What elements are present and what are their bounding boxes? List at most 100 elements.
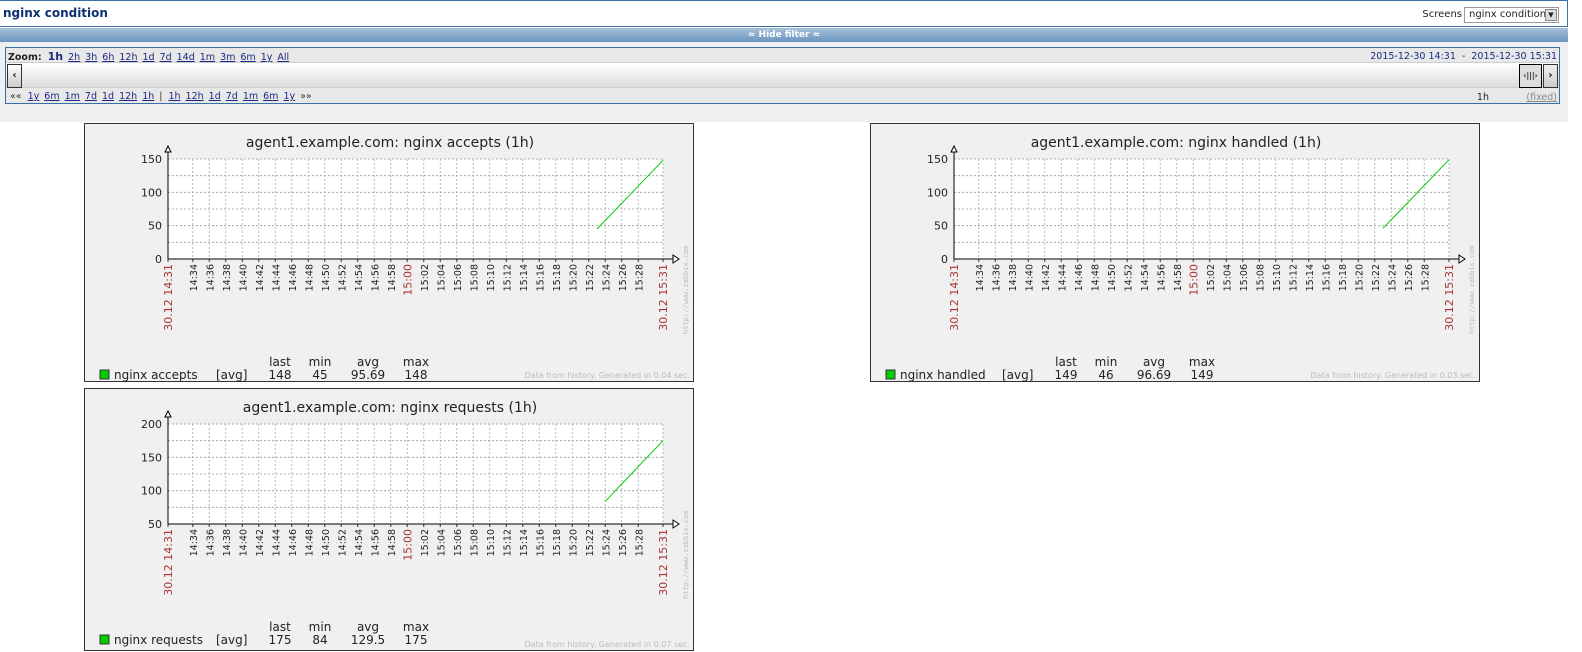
screens-label: Screens: [1422, 9, 1462, 20]
x-tick-label: 14:48: [304, 264, 315, 291]
forward-7d[interactable]: 7d: [225, 91, 238, 102]
legend-value: 95.69: [351, 368, 385, 382]
zoom-6m[interactable]: 6m: [240, 52, 256, 63]
x-tick-label: 30.12 15:31: [1443, 264, 1456, 331]
forward-last[interactable]: »»: [300, 91, 312, 102]
scroll-left-button[interactable]: ‹: [7, 64, 22, 88]
x-tick-label: 14:56: [1156, 264, 1167, 291]
date-to: 2015-12-30 15:31: [1471, 51, 1557, 62]
zoom-7d[interactable]: 7d: [159, 52, 172, 63]
back-12h[interactable]: 12h: [119, 91, 138, 102]
x-tick-label: 14:58: [1173, 264, 1184, 291]
forward-1m[interactable]: 1m: [242, 91, 259, 102]
forward-1d[interactable]: 1d: [208, 91, 221, 102]
hide-filter-button[interactable]: ≈ Hide filter ≈: [0, 28, 1568, 42]
x-axis-arrow-icon: [672, 519, 680, 529]
x-tick-label: 14:54: [354, 529, 365, 556]
forward-12h[interactable]: 12h: [185, 91, 204, 102]
legend-header: last: [1055, 355, 1077, 369]
legend-header: avg: [357, 620, 379, 634]
x-tick-label: 15:00: [401, 264, 414, 296]
y-tick-label: 100: [141, 186, 162, 199]
x-tick-label: 15:28: [634, 264, 645, 291]
graph-nginx-accepts: agent1.example.com: nginx accepts (1h) 0 5…: [84, 123, 694, 382]
y-axis-arrow-icon: [164, 144, 172, 153]
x-tick-label: 14:38: [222, 529, 233, 556]
zoom-2h[interactable]: 2h: [68, 52, 81, 63]
legend-header: max: [403, 620, 429, 634]
x-tick-label: 14:36: [205, 264, 216, 291]
x-tick-label: 30.12 14:31: [162, 529, 175, 596]
legend-header: min: [1095, 355, 1118, 369]
zoom-3m[interactable]: 3m: [220, 52, 236, 63]
x-tick-label: 15:08: [1255, 264, 1266, 291]
timeline-slider-handle[interactable]: ‹|||›: [1519, 64, 1542, 88]
y-axis-arrow-icon: [950, 144, 958, 153]
x-tick-label: 15:22: [1371, 264, 1382, 291]
x-tick-label: 14:36: [205, 529, 216, 556]
chart-svg: agent1.example.com: nginx accepts (1h) 0 5…: [99, 135, 690, 382]
back-7d[interactable]: 7d: [84, 91, 97, 102]
y-tick-label: 50: [934, 220, 948, 233]
zoom-12h[interactable]: 12h: [119, 52, 138, 63]
forward-6m[interactable]: 6m: [263, 91, 279, 102]
x-tick-label: 15:28: [634, 529, 645, 556]
page-header: nginx condition Screens nginx condition ▼: [0, 0, 1568, 27]
screens-select-value: nginx condition: [1469, 9, 1547, 20]
legend-header: max: [1189, 355, 1215, 369]
x-tick-label: 15:00: [401, 529, 414, 561]
zoom-1d[interactable]: 1d: [142, 52, 155, 63]
x-tick-label: 14:48: [304, 529, 315, 556]
x-tick-label: 15:10: [1272, 264, 1283, 291]
legend-color-swatch: [885, 369, 896, 380]
chart-title: agent1.example.com: nginx requests (1h): [243, 400, 538, 416]
zoom-1m[interactable]: 1m: [199, 52, 216, 63]
legend-value: 96.69: [1137, 368, 1171, 382]
back-6m[interactable]: 6m: [44, 91, 60, 102]
zoom-6h[interactable]: 6h: [102, 52, 115, 63]
x-tick-label: 15:28: [1420, 264, 1431, 291]
zoom-14d[interactable]: 14d: [176, 52, 195, 63]
y-tick-label: 150: [927, 153, 948, 166]
zoom-3h[interactable]: 3h: [85, 52, 98, 63]
x-tick-label: 14:42: [255, 529, 266, 556]
back-1m[interactable]: 1m: [64, 91, 80, 102]
x-axis-arrow-icon: [1458, 254, 1466, 264]
chart-footer: Data from history. Generated in 0.07 sec…: [525, 640, 690, 649]
x-tick-label: 15:10: [486, 264, 497, 291]
x-tick-label: 14:52: [337, 529, 348, 556]
x-tick-label: 14:46: [1074, 264, 1085, 291]
x-tick-label: 14:56: [370, 264, 381, 291]
y-tick-label: 150: [141, 153, 162, 166]
timeline-scrollbar[interactable]: ‹ ‹|||› ›: [6, 62, 1559, 88]
x-tick-label: 14:40: [238, 264, 249, 291]
forward-1y[interactable]: 1y: [283, 91, 296, 102]
chart-footer: Data from history. Generated in 0.03 sec…: [1311, 371, 1476, 380]
back-1h[interactable]: 1h: [142, 91, 155, 102]
forward-1h[interactable]: 1h: [168, 91, 181, 102]
legend-value: 149: [1055, 368, 1078, 382]
screens-select[interactable]: nginx condition ▼: [1464, 7, 1559, 23]
scroll-right-button[interactable]: ›: [1543, 64, 1558, 88]
legend-value: 175: [269, 633, 292, 647]
zoom-all[interactable]: All: [277, 52, 290, 63]
x-tick-label: 15:20: [568, 264, 579, 291]
y-tick-label: 100: [141, 485, 162, 498]
fixed-toggle[interactable]: (fixed): [1526, 92, 1557, 103]
series-line: [604, 440, 664, 502]
period-value: 1h: [1476, 92, 1489, 103]
back-first[interactable]: ««: [10, 91, 22, 102]
x-tick-label: 15:16: [535, 529, 546, 556]
back-1y[interactable]: 1y: [27, 91, 40, 102]
x-tick-label: 15:24: [601, 529, 612, 556]
zoom-1h[interactable]: 1h: [47, 50, 64, 63]
zoom-1y[interactable]: 1y: [260, 52, 273, 63]
chevron-down-icon: ▼: [1545, 9, 1557, 21]
legend-series-name: nginx requests: [114, 633, 203, 647]
back-1d[interactable]: 1d: [102, 91, 115, 102]
y-tick-label: 50: [148, 518, 162, 531]
filter-panel: Zoom: 1h 2h 3h 6h 12h 1d 7d 14d 1m 3m 6m 1y All 2015-…: [5, 47, 1560, 104]
legend-header: min: [309, 620, 332, 634]
x-tick-label: 15:06: [453, 529, 464, 556]
date-sep: -: [1461, 51, 1466, 62]
